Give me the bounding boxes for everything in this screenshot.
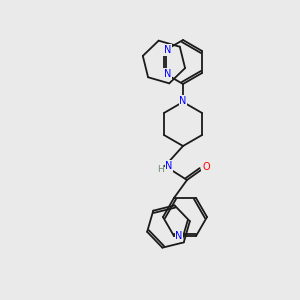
Text: N: N: [175, 231, 183, 241]
Text: N: N: [164, 45, 172, 55]
Text: N: N: [164, 69, 172, 79]
Text: N: N: [179, 96, 187, 106]
Text: H: H: [157, 164, 164, 173]
Text: N: N: [165, 161, 173, 171]
Text: O: O: [202, 162, 210, 172]
